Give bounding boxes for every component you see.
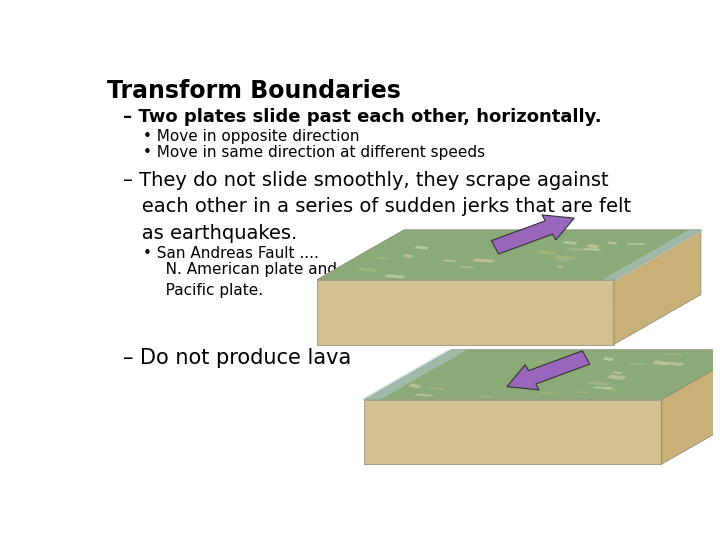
- Polygon shape: [629, 363, 647, 365]
- Polygon shape: [358, 268, 378, 272]
- Polygon shape: [317, 280, 613, 345]
- Polygon shape: [477, 396, 492, 398]
- Polygon shape: [536, 251, 557, 255]
- Polygon shape: [471, 259, 496, 263]
- Polygon shape: [574, 391, 588, 393]
- Polygon shape: [602, 230, 705, 280]
- Polygon shape: [537, 360, 544, 363]
- Polygon shape: [377, 256, 387, 260]
- Polygon shape: [540, 392, 555, 394]
- Text: Transform Boundaries: Transform Boundaries: [107, 79, 400, 103]
- Polygon shape: [607, 241, 617, 245]
- Polygon shape: [403, 254, 413, 258]
- Polygon shape: [361, 350, 467, 400]
- Polygon shape: [557, 265, 564, 268]
- Polygon shape: [414, 393, 433, 397]
- Polygon shape: [425, 388, 446, 390]
- Polygon shape: [587, 244, 599, 249]
- Polygon shape: [607, 374, 626, 380]
- Text: • San Andreas Fault ....: • San Andreas Fault ....: [143, 246, 319, 261]
- Text: N. American plate and
   Pacific plate.: N. American plate and Pacific plate.: [151, 262, 338, 298]
- Polygon shape: [364, 350, 720, 400]
- Polygon shape: [384, 274, 406, 279]
- Polygon shape: [652, 360, 668, 366]
- Polygon shape: [661, 350, 720, 464]
- Polygon shape: [364, 400, 661, 464]
- Polygon shape: [626, 243, 647, 245]
- Polygon shape: [459, 266, 476, 268]
- Polygon shape: [409, 383, 421, 389]
- Polygon shape: [605, 388, 617, 392]
- Polygon shape: [557, 258, 568, 262]
- Polygon shape: [580, 248, 602, 251]
- Polygon shape: [441, 260, 456, 262]
- Polygon shape: [317, 230, 701, 280]
- Text: – Do not produce lava: – Do not produce lava: [124, 348, 352, 368]
- Text: • Move in opposite direction: • Move in opposite direction: [143, 129, 359, 144]
- Polygon shape: [566, 247, 583, 251]
- Polygon shape: [665, 353, 685, 355]
- Polygon shape: [592, 387, 614, 389]
- FancyArrow shape: [507, 351, 590, 390]
- Text: • Move in same direction at different speeds: • Move in same direction at different sp…: [143, 145, 485, 160]
- Polygon shape: [613, 230, 701, 345]
- Polygon shape: [414, 246, 429, 249]
- Polygon shape: [587, 381, 612, 386]
- Polygon shape: [612, 372, 623, 374]
- FancyArrow shape: [491, 215, 575, 254]
- Polygon shape: [520, 383, 528, 388]
- Polygon shape: [563, 241, 578, 245]
- Polygon shape: [553, 255, 577, 260]
- Polygon shape: [603, 357, 614, 361]
- Text: – Two plates slide past each other, horizontally.: – Two plates slide past each other, hori…: [124, 109, 602, 126]
- Polygon shape: [663, 361, 685, 366]
- Text: – They do not slide smoothly, they scrape against
   each other in a series of s: – They do not slide smoothly, they scrap…: [124, 171, 631, 243]
